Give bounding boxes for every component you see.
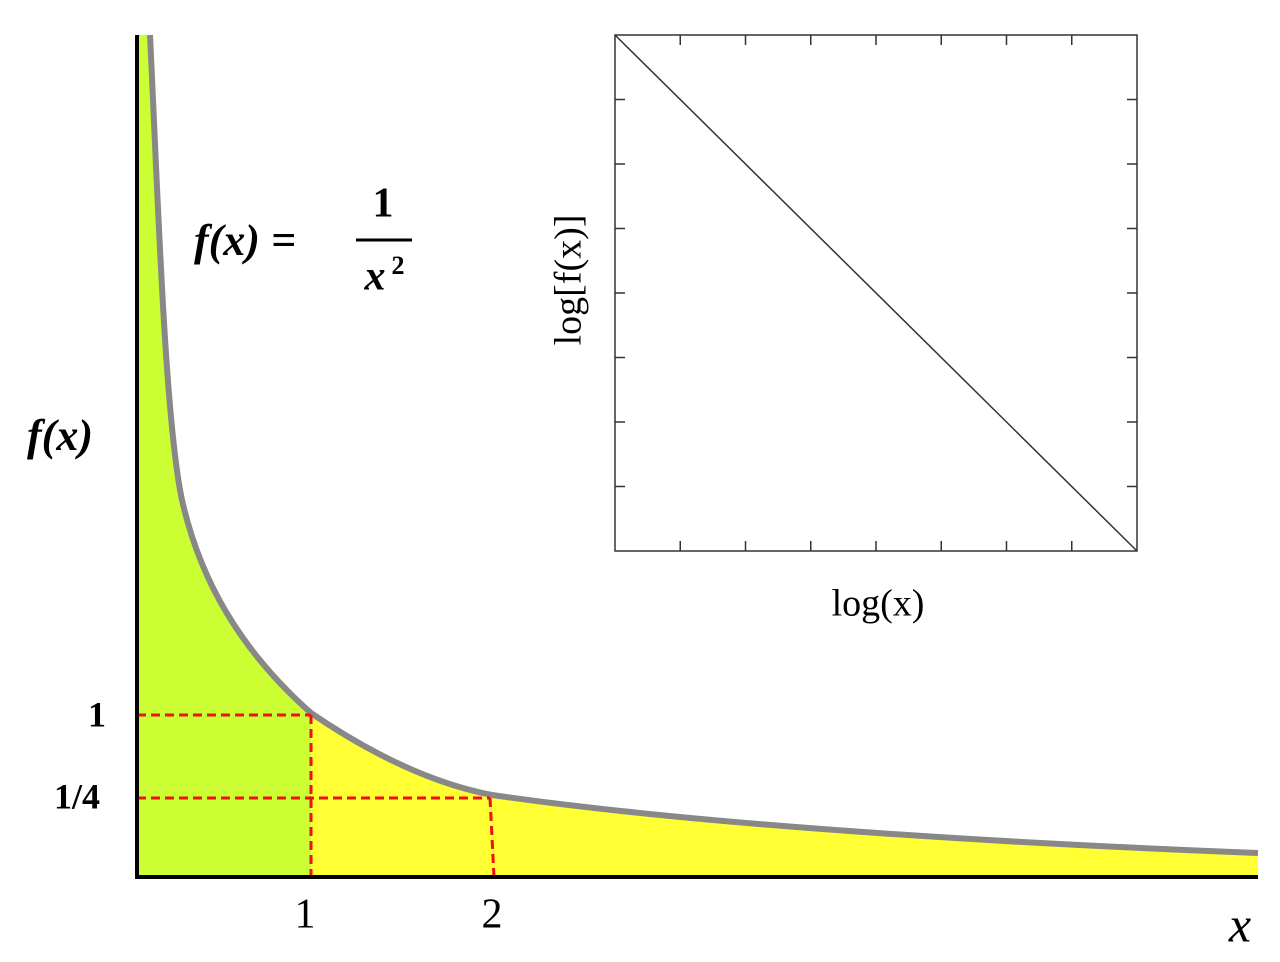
formula-numerator: 1: [373, 181, 394, 227]
y-axis-label: f(x): [27, 411, 93, 460]
formula-exponent: 2: [392, 251, 405, 280]
formula-lhs: f(x) =: [194, 216, 296, 265]
x-tick-label: 2: [482, 892, 503, 938]
formula-denominator: x: [364, 254, 386, 300]
inset-x-label: log(x): [832, 583, 925, 625]
y-tick-label: 1: [88, 694, 106, 734]
curve: [147, 34, 1259, 856]
area: [137, 35, 1258, 877]
inset: [614, 34, 1138, 552]
x-axis-label: x: [1228, 896, 1251, 952]
guide-lines: [137, 713, 496, 878]
inset-y-label: log[f(x)]: [548, 215, 590, 346]
y-tick-label: 1/4: [54, 776, 100, 816]
x-tick-label: 1: [295, 892, 316, 938]
